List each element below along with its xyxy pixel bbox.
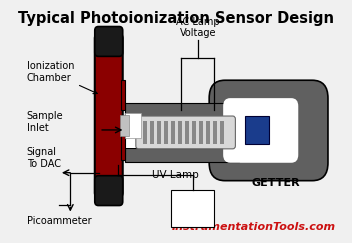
Bar xyxy=(199,121,203,144)
Bar xyxy=(150,121,154,144)
Text: InstrumentationTools.com: InstrumentationTools.com xyxy=(172,222,336,232)
Bar xyxy=(157,121,161,144)
Text: AC Lamp
Voltage: AC Lamp Voltage xyxy=(176,17,220,38)
Text: +
DC
Voltage: + DC Voltage xyxy=(176,194,209,223)
Bar xyxy=(120,115,129,136)
Bar xyxy=(121,80,125,110)
Bar xyxy=(125,103,239,117)
Text: GETTER: GETTER xyxy=(251,178,300,188)
FancyBboxPatch shape xyxy=(95,26,123,56)
Bar xyxy=(220,121,224,144)
Bar xyxy=(125,113,141,138)
FancyBboxPatch shape xyxy=(95,34,123,198)
Text: Typical Photoionization Sensor Design: Typical Photoionization Sensor Design xyxy=(18,11,334,26)
Bar xyxy=(143,121,147,144)
Bar xyxy=(206,121,210,144)
Text: UV Lamp: UV Lamp xyxy=(152,170,199,180)
FancyBboxPatch shape xyxy=(136,116,235,149)
Bar xyxy=(178,121,182,144)
Bar xyxy=(164,121,168,144)
Text: Sample
Inlet: Sample Inlet xyxy=(27,111,63,133)
Bar xyxy=(213,121,217,144)
Bar xyxy=(245,116,269,144)
Bar xyxy=(171,190,214,227)
Bar xyxy=(171,121,175,144)
FancyBboxPatch shape xyxy=(125,117,239,148)
Bar xyxy=(192,121,196,144)
Text: Ionization
Chamber: Ionization Chamber xyxy=(27,61,97,94)
Bar xyxy=(185,121,189,144)
Bar xyxy=(125,148,239,162)
FancyBboxPatch shape xyxy=(209,80,328,181)
FancyBboxPatch shape xyxy=(95,176,123,206)
Text: Signal
To DAC: Signal To DAC xyxy=(27,147,61,169)
FancyBboxPatch shape xyxy=(223,98,298,163)
Text: Picoammeter: Picoammeter xyxy=(27,217,91,226)
Bar xyxy=(121,130,125,160)
